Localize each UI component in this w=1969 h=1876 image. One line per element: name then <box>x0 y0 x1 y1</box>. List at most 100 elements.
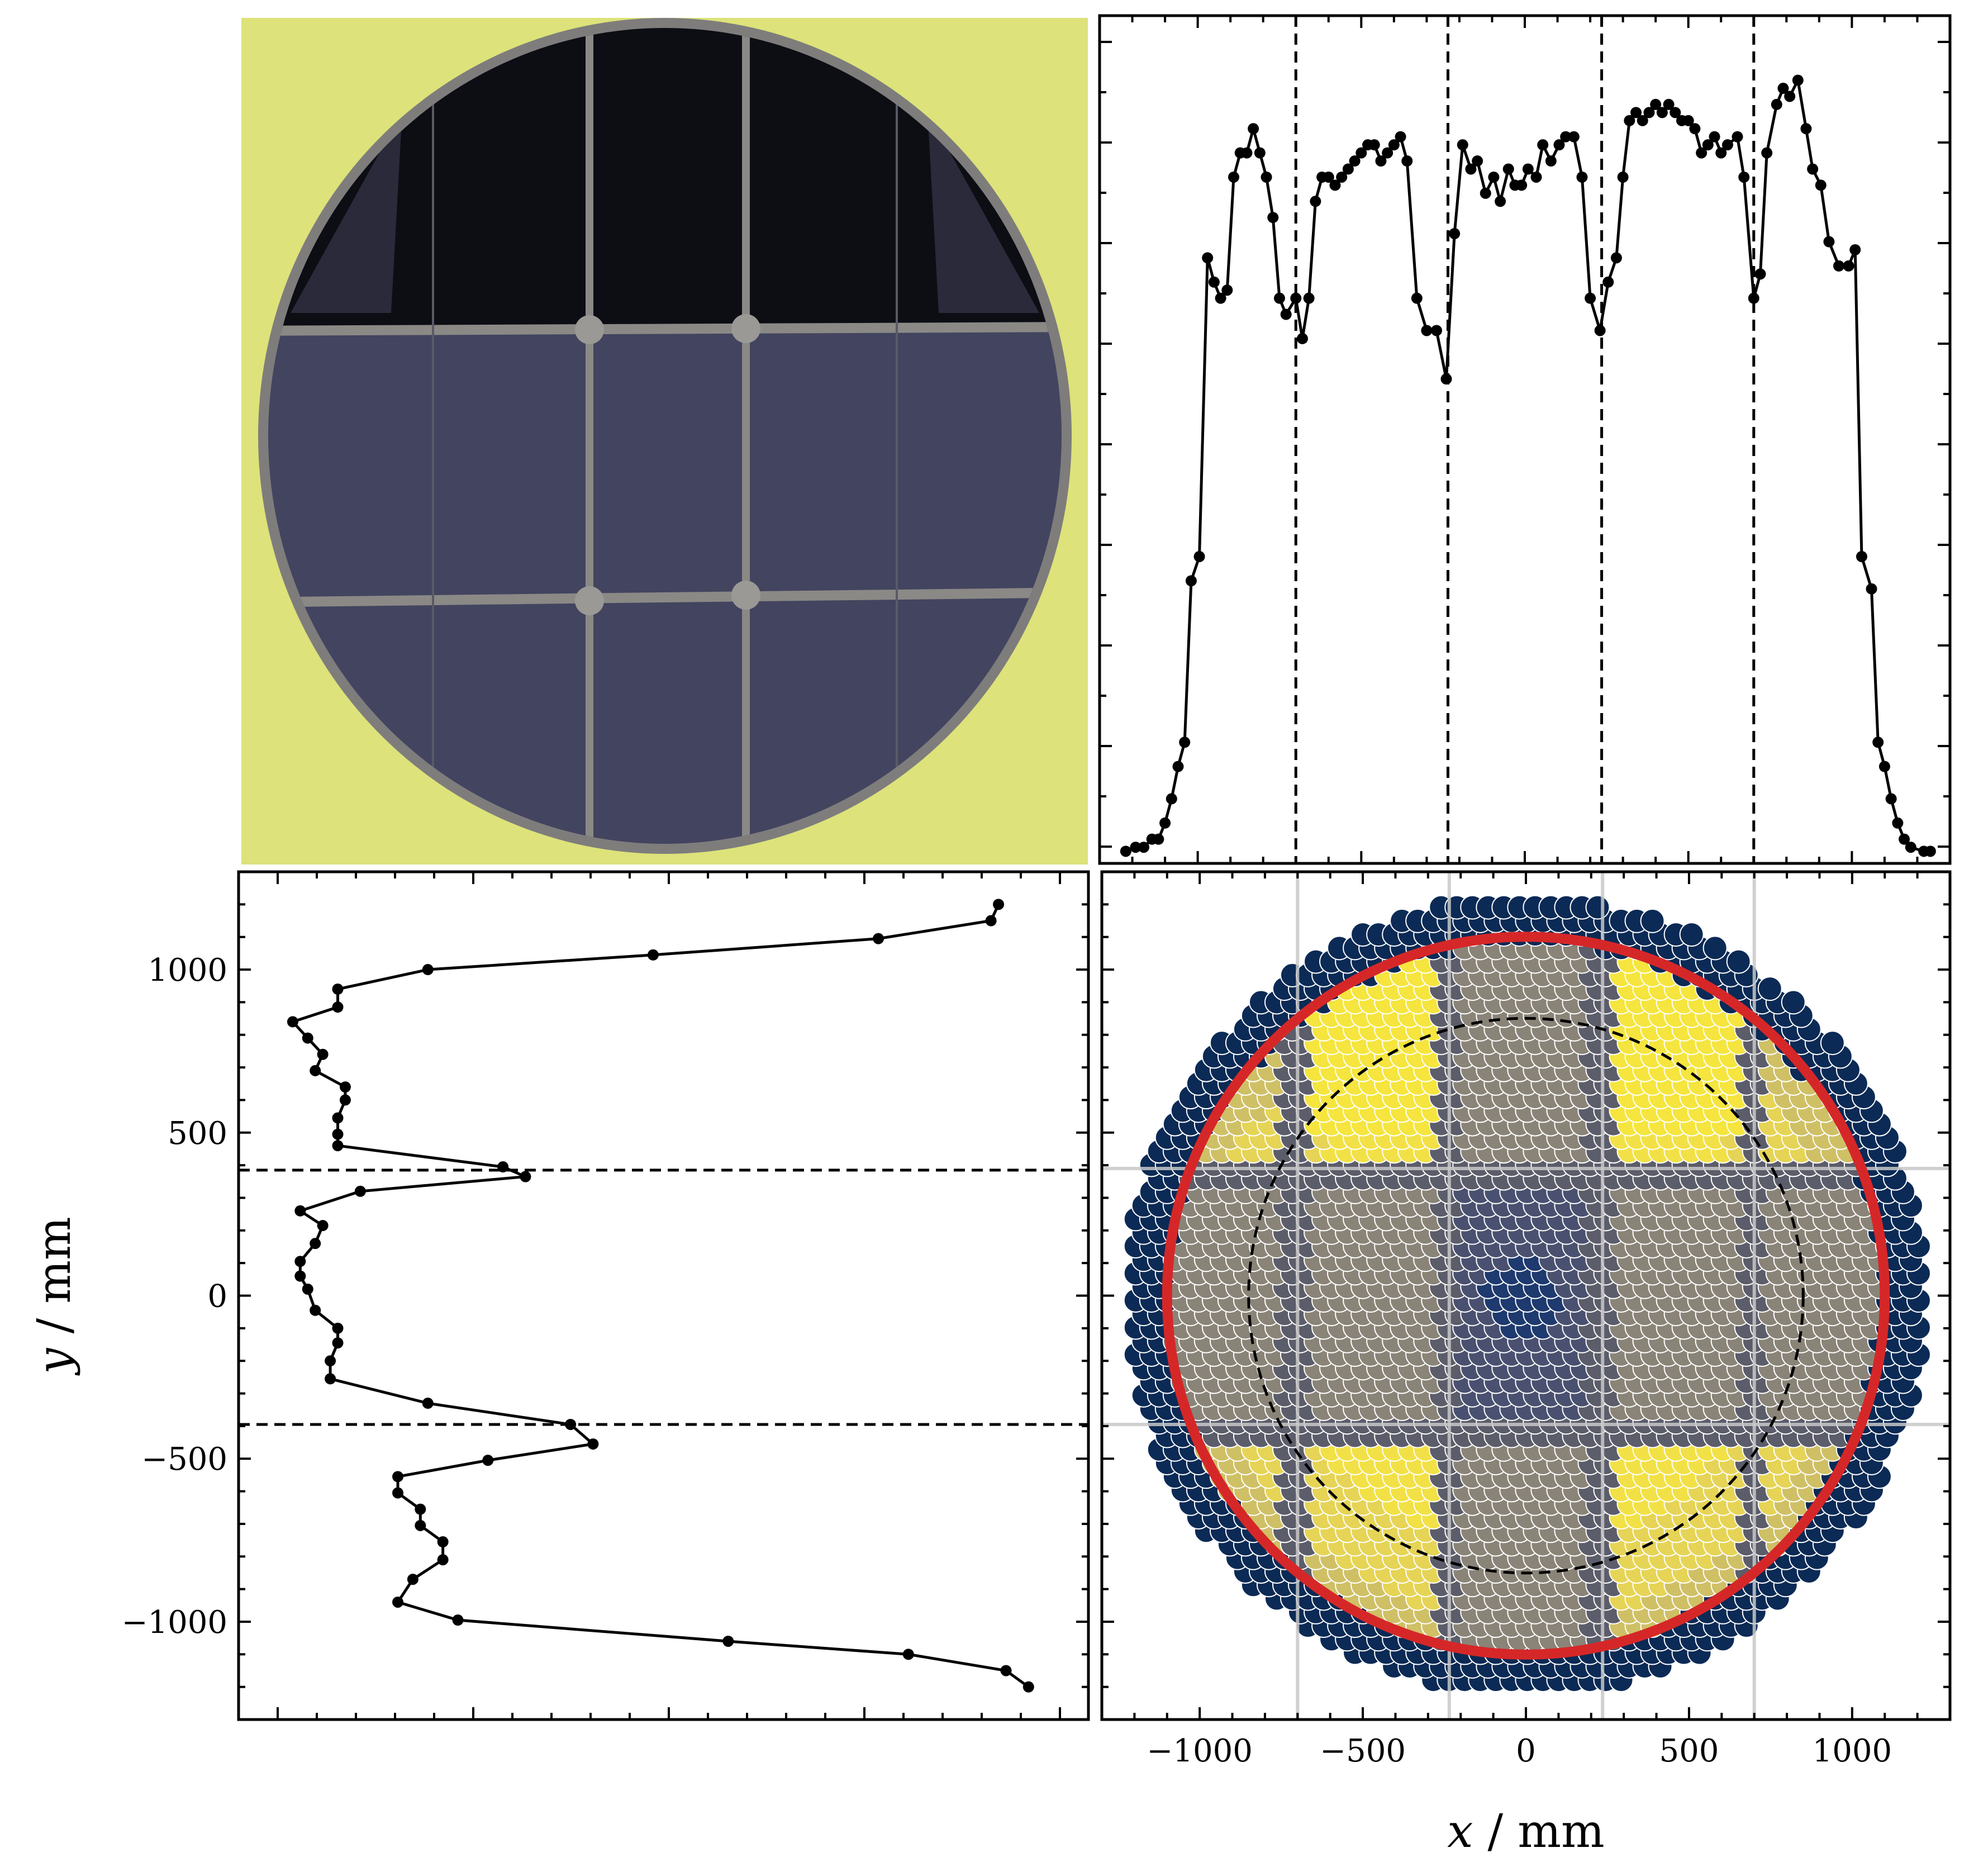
top-profile-vlines <box>1294 16 1756 863</box>
y-tick-label: 500 <box>168 1115 227 1152</box>
top-profile-point <box>1530 171 1542 183</box>
top-profile-point <box>1924 846 1936 857</box>
x-tick-label: 500 <box>1659 1733 1719 1769</box>
left-profile-point <box>415 1503 426 1515</box>
top-profile-point <box>1290 292 1302 304</box>
top-profile-point <box>1172 761 1184 772</box>
top-profile-point <box>1430 325 1442 336</box>
top-profile-point <box>1843 260 1854 272</box>
left-profile-point <box>332 1337 344 1349</box>
top-profile-point <box>1637 115 1648 126</box>
top-profile-point <box>1375 155 1387 167</box>
dot <box>1726 949 1751 974</box>
left-profile-point <box>287 1016 298 1028</box>
top-profile-point <box>1166 793 1177 805</box>
left-profile-line <box>290 904 1030 1688</box>
top-profile-point <box>1732 131 1743 143</box>
left-profile-point <box>993 899 1005 910</box>
left-profile-point <box>294 1270 306 1282</box>
y-tick-label: −1000 <box>122 1604 227 1641</box>
left-profile-point <box>407 1574 418 1585</box>
left-profile-point <box>317 1048 329 1060</box>
top-profile-point <box>1709 131 1720 143</box>
left-profile-point <box>294 1205 306 1217</box>
left-profile-point <box>332 1128 344 1140</box>
left-profile-series <box>287 899 1034 1693</box>
left-profile-point <box>587 1438 599 1450</box>
top-profile-point <box>1537 139 1549 151</box>
left-profile-point <box>902 1649 914 1660</box>
left-profile-point <box>325 1373 336 1385</box>
top-profile-point <box>1440 373 1452 385</box>
top-profile-point <box>1670 107 1681 118</box>
top-profile-point <box>1368 139 1380 151</box>
top-profile-point <box>1208 276 1220 288</box>
top-profile-point <box>1892 817 1904 829</box>
top-profile-point <box>1457 139 1468 151</box>
top-profile-point <box>1715 147 1727 159</box>
top-profile-ticks <box>1100 16 1950 863</box>
top-profile-point <box>1296 333 1308 344</box>
dot-map-dots <box>1123 895 1931 1693</box>
top-profile-point <box>1395 131 1406 143</box>
photo-strut-joints <box>575 314 760 615</box>
left-profile-point <box>452 1614 464 1626</box>
top-profile-point <box>1280 308 1292 320</box>
left-profile-point <box>437 1536 449 1548</box>
photo-upper-shade-right <box>928 112 1039 313</box>
top-profile-point <box>1130 842 1142 853</box>
dashed-circle <box>1247 1017 1805 1575</box>
top-profile-point <box>1323 171 1334 183</box>
top-profile-point <box>1120 846 1131 857</box>
top-profile-point <box>1650 98 1662 110</box>
left-profile-point <box>497 1161 509 1173</box>
left-profile-frame <box>237 870 1090 1721</box>
photo-struts <box>268 28 1062 844</box>
top-profile-point <box>1689 123 1701 135</box>
top-profile-point <box>1179 737 1191 748</box>
dot-map-panel: −1000 −500 0 500 1000 x / mm <box>1100 870 1952 1858</box>
top-profile-point <box>1516 179 1528 191</box>
top-profile-point <box>1696 147 1708 159</box>
top-profile-point <box>1449 228 1461 240</box>
top-profile-point <box>1702 139 1714 151</box>
top-profile-point <box>1643 107 1655 118</box>
left-profile-point <box>722 1635 734 1647</box>
top-profile-point <box>1488 171 1500 183</box>
top-profile-point <box>1807 163 1819 175</box>
top-profile-point <box>1856 550 1867 562</box>
top-profile-point <box>1594 325 1606 336</box>
top-profile-point <box>1663 98 1675 110</box>
top-profile-point <box>1221 284 1233 296</box>
top-profile-point <box>1382 147 1393 159</box>
top-profile-point <box>1800 123 1812 135</box>
top-profile-point <box>1545 155 1557 167</box>
top-profile-point <box>1336 171 1348 183</box>
x-tick-label: 1000 <box>1813 1733 1892 1769</box>
left-profile-point <box>520 1171 531 1182</box>
dot <box>1820 1030 1845 1056</box>
left-profile-point <box>332 1001 344 1013</box>
y-tick-label: −500 <box>141 1441 227 1478</box>
left-profile-point <box>392 1471 404 1483</box>
top-profile-panel <box>1098 14 1952 865</box>
left-profile-point <box>339 1094 351 1106</box>
top-profile-point <box>1878 761 1890 772</box>
top-profile-point <box>1502 163 1514 175</box>
dot-map-frame <box>1100 870 1952 1721</box>
top-profile-point <box>1349 155 1361 167</box>
left-profile-point <box>294 1256 306 1267</box>
top-profile-point <box>1261 171 1272 183</box>
top-profile-point <box>1472 155 1483 167</box>
left-profile-point <box>565 1418 577 1430</box>
top-profile-point <box>1388 139 1400 151</box>
top-profile-point <box>1342 163 1354 175</box>
top-profile-point <box>1585 292 1596 304</box>
left-profile-point <box>332 984 344 995</box>
top-profile-point <box>1310 196 1321 207</box>
top-profile-point <box>1721 139 1733 151</box>
top-profile-point <box>1560 131 1572 143</box>
dot <box>1757 976 1782 1001</box>
x-tick-label: −1000 <box>1147 1733 1252 1769</box>
top-profile-point <box>1568 131 1580 143</box>
